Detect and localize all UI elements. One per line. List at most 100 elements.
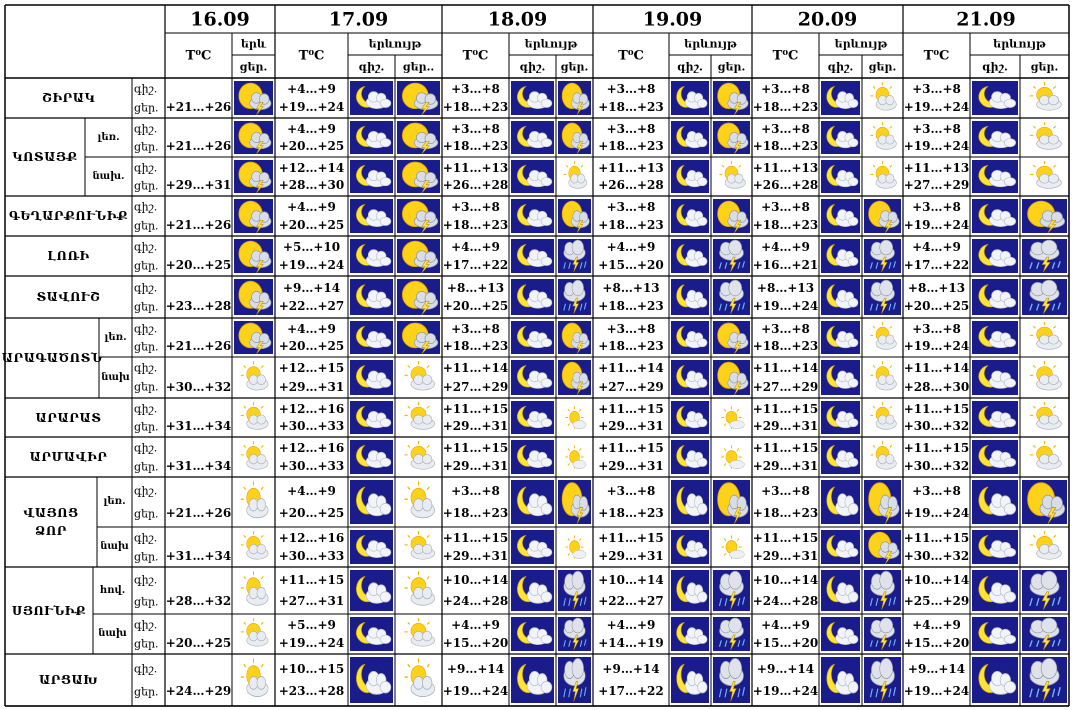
day-temperature: +29…+31 [752, 548, 819, 563]
night-temperature: +3…+8 [606, 200, 656, 215]
night-temperature: +4…+9 [761, 240, 810, 255]
partly-sunny-icon [234, 401, 273, 434]
day-temperature: +19…+24 [903, 339, 970, 354]
day-temperature: +19…+24 [752, 684, 819, 699]
night-temperature: +3…+8 [606, 82, 656, 97]
moon-cloud-icon [671, 360, 709, 395]
night-temperature: +4…+9 [606, 240, 656, 255]
moon-cloud-icon [671, 570, 709, 611]
sun-storm-icon [558, 321, 591, 354]
night-temperature: +11…+15 [752, 441, 819, 456]
moon-cloud-icon [972, 530, 1018, 564]
sun-storm-icon [713, 321, 750, 354]
moon-cloud-icon [671, 279, 709, 315]
day-temperature: +18…+23 [752, 99, 819, 114]
day-temperature: +17…+22 [442, 257, 509, 272]
moon-cloud-icon [511, 199, 554, 233]
day-temperature: +29…+31 [598, 419, 664, 434]
sun-small-icon [713, 530, 750, 564]
night-temperature: +12…+16 [278, 401, 345, 416]
day-temperature: +18…+23 [442, 139, 509, 154]
cloud-storm-icon [1022, 239, 1067, 273]
moon-cloud-icon [350, 199, 393, 233]
sun-storm-icon [234, 239, 273, 273]
day-temperature: +29…+31 [278, 379, 345, 394]
partly-sunny-icon [1022, 121, 1067, 154]
moon-cloud-icon [972, 279, 1018, 315]
night-label: գիշ. [134, 402, 158, 416]
moon-cloud-icon [350, 239, 393, 273]
moon-cloud-icon [511, 160, 554, 193]
day-label: ցեր. [134, 460, 159, 474]
sun-small-icon [713, 401, 750, 434]
cloud-storm-icon [864, 570, 901, 611]
day-temperature: +26…+28 [752, 178, 819, 193]
phenomenon-header: երևույթ [834, 37, 888, 51]
night-temperature: +9…+14 [756, 661, 815, 676]
partly-sunny-icon [864, 360, 901, 395]
moon-cloud-icon [821, 279, 860, 315]
moon-cloud-icon [821, 530, 860, 564]
night-temperature: +10…+14 [442, 573, 509, 588]
cloud-storm-icon [864, 657, 901, 703]
moon-cloud-icon [972, 440, 1018, 474]
temp-header: T⁰C [618, 48, 644, 63]
cloud-storm-icon [1022, 279, 1067, 315]
region-name: ԱՐՄԱՎԻՐ [29, 450, 108, 464]
moon-cloud-icon [350, 321, 393, 354]
moon-cloud-icon [511, 440, 554, 474]
moon-cloud-icon [671, 617, 709, 651]
night-temperature: +11…+14 [598, 361, 664, 376]
moon-cloud-icon [671, 321, 709, 354]
moon-cloud-icon [671, 440, 709, 474]
day-temperature: +18…+23 [442, 339, 509, 354]
night-temperature: +9…+14 [907, 661, 966, 676]
phenomenon-header: երևույթ [684, 37, 737, 51]
day-header: ցեր.. [402, 60, 435, 73]
moon-cloud-icon [511, 360, 554, 395]
night-temperature: +8…+13 [602, 280, 660, 295]
moon-cloud-icon [821, 440, 860, 474]
night-temperature: +9…+14 [446, 661, 505, 676]
night-temperature: +11…+13 [442, 160, 509, 175]
partly-sunny-icon [234, 570, 273, 611]
moon-cloud-icon [350, 360, 393, 395]
day-temperature: +15…+20 [442, 635, 509, 650]
cloud-storm-icon [713, 657, 750, 703]
cloud-storm-icon [1022, 617, 1067, 651]
sun-storm-icon [397, 81, 440, 115]
sun-storm-icon [397, 160, 440, 193]
night-temperature: +11…+13 [598, 160, 664, 175]
region-name: ՁՈՐ [34, 524, 68, 538]
moon-cloud-icon [972, 480, 1018, 524]
night-temperature: +4…+9 [606, 618, 656, 633]
day-temperature: +29…+31 [598, 458, 664, 473]
night-temperature: +5…+10 [282, 240, 341, 255]
sun-storm-icon [558, 199, 591, 233]
moon-cloud-icon [821, 570, 860, 611]
day-temperature: +20…+25 [278, 217, 345, 232]
day-temperature: +31…+34 [165, 548, 232, 563]
night-temperature: +11…+15 [903, 401, 970, 416]
moon-cloud-icon [671, 81, 709, 115]
cloud-storm-icon [558, 279, 591, 315]
partly-sunny-icon [1022, 440, 1067, 474]
day-temperature: +25…+29 [903, 593, 970, 608]
moon-cloud-icon [350, 657, 393, 703]
day-temperature: +18…+23 [598, 299, 664, 314]
sun-storm-icon [234, 121, 273, 154]
partly-sunny-icon [864, 81, 901, 115]
day-temperature: +19…+24 [752, 299, 819, 314]
night-temperature: +11…+15 [598, 531, 664, 546]
day-temperature: +18…+23 [442, 506, 509, 520]
night-temperature: +12…+15 [278, 361, 345, 376]
day-label: ցեր. [134, 420, 159, 434]
night-temperature: +11…+15 [278, 573, 345, 588]
sun-storm-icon [234, 321, 273, 354]
moon-cloud-icon [821, 401, 860, 434]
night-temperature: +3…+8 [606, 484, 656, 498]
night-temperature: +3…+8 [451, 200, 500, 215]
cloud-storm-icon [558, 239, 591, 273]
night-label: գիշ. [134, 322, 158, 336]
